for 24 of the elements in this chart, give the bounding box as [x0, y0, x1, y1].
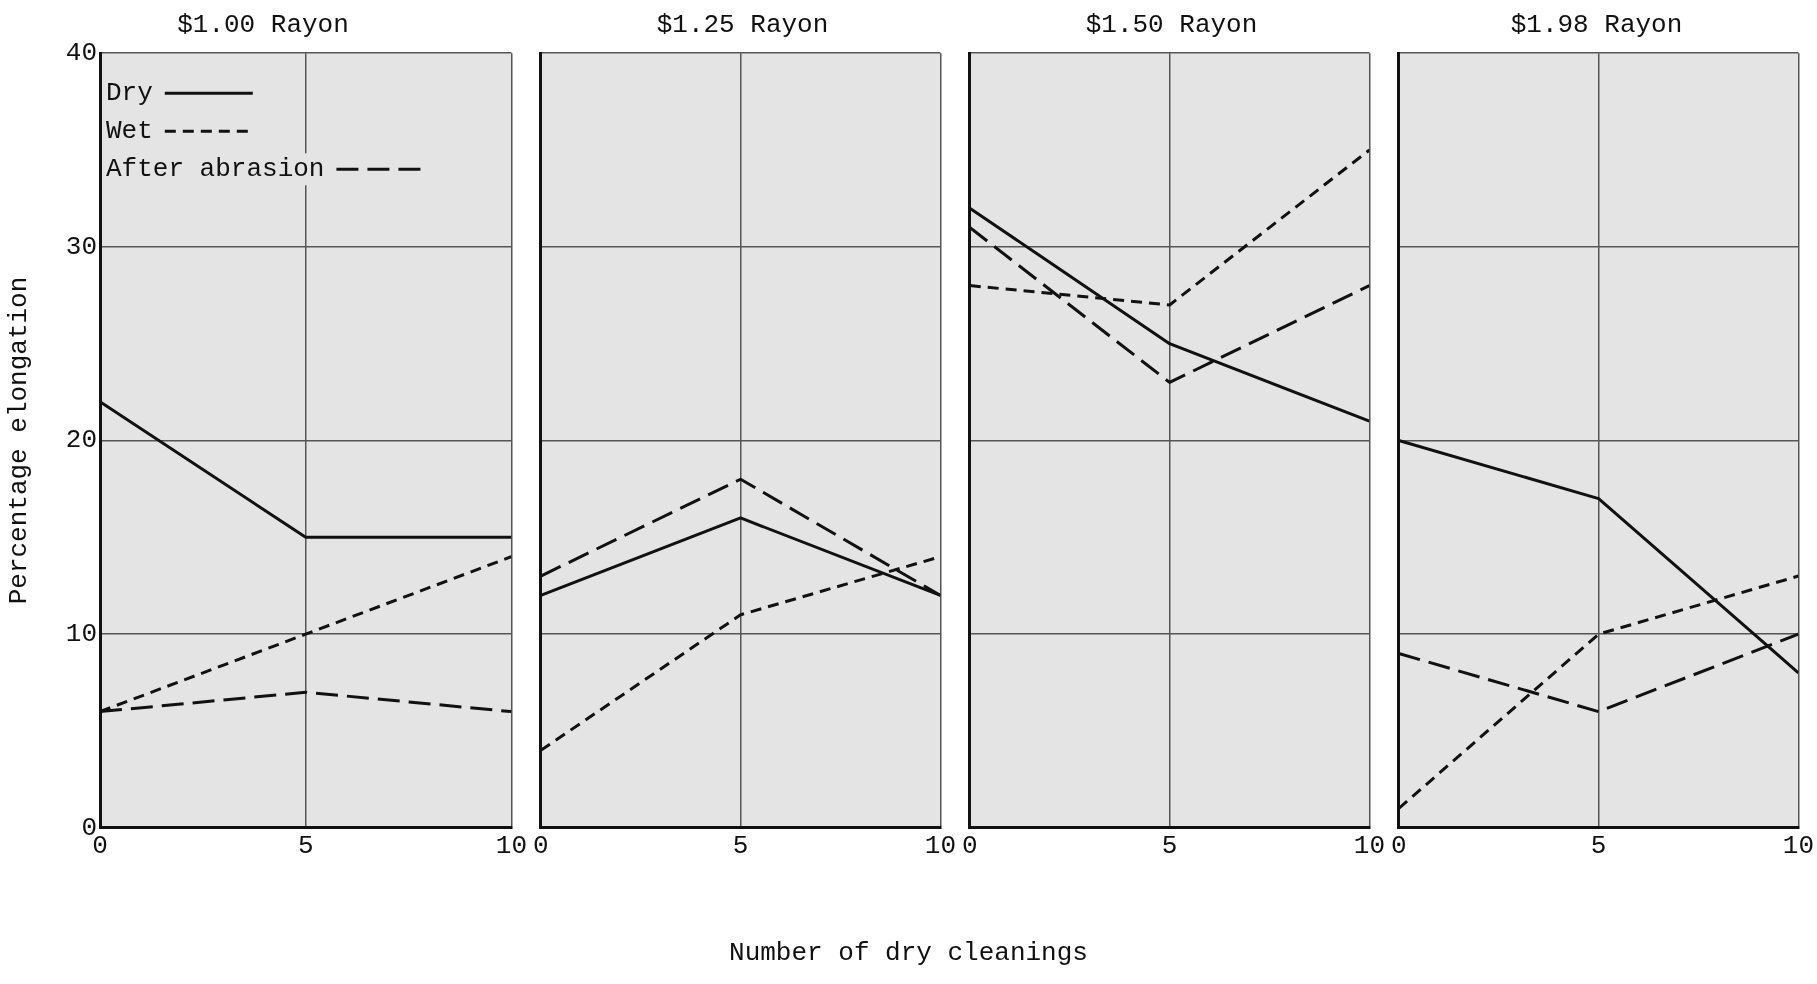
chart-title: $1.00 Rayon [177, 10, 349, 41]
chart-title: $1.50 Rayon [1085, 10, 1258, 41]
chart-title: $1.98 Rayon [1510, 10, 1683, 41]
y-tick-label: 10 [65, 619, 97, 650]
x-tick-label: 5 [1161, 831, 1178, 862]
x-tick-label: 0 [1391, 831, 1407, 862]
y-axis-title: Percentage elongation [4, 276, 35, 605]
legend-label: Wet [106, 116, 153, 147]
y-tick-label: 40 [65, 38, 97, 69]
x-tick-label: 10 [495, 831, 528, 862]
y-tick-label: 30 [65, 231, 97, 262]
x-tick-label: 10 [1353, 831, 1386, 862]
x-tick-label: 10 [1782, 831, 1815, 862]
x-axis-title: Number of dry cleanings [728, 938, 1089, 968]
legend-label: After abrasion [106, 154, 325, 185]
x-tick-label: 0 [962, 831, 978, 862]
x-tick-label: 5 [297, 831, 314, 862]
x-tick-label: 5 [732, 831, 749, 862]
legend-label: Dry [106, 78, 153, 109]
x-tick-label: 10 [924, 831, 957, 862]
y-tick-label: 20 [65, 425, 97, 456]
chart-title: $1.25 Rayon [656, 10, 829, 41]
x-tick-label: 5 [1590, 831, 1607, 862]
x-tick-label: 0 [533, 831, 549, 862]
